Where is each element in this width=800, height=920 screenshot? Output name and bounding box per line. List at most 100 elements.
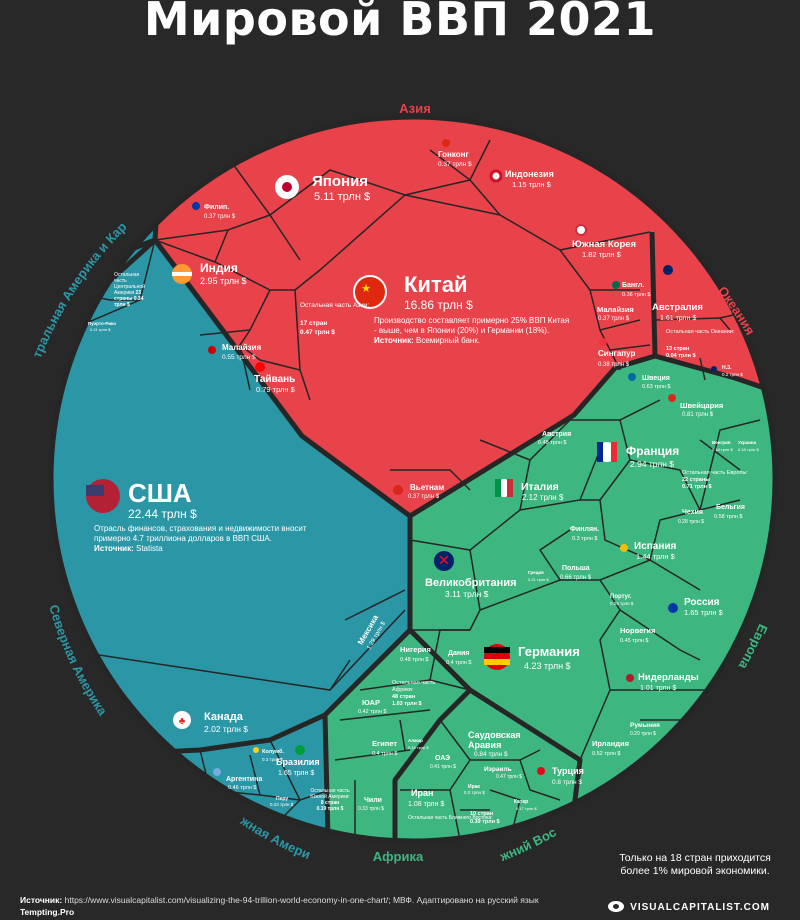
cell-spain: Испания 1.44 трлн $ bbox=[620, 541, 677, 561]
svg-text:0.45 трлн $: 0.45 трлн $ bbox=[620, 638, 648, 644]
outer-ring bbox=[48, 114, 778, 844]
footer-source: Источник: https://www.visualcapitalist.c… bbox=[20, 895, 539, 917]
svg-text:Остальная часть Азии:: Остальная часть Азии: bbox=[300, 302, 370, 309]
cell-bangladesh: Бангл. 0.36 трлн $ bbox=[612, 281, 650, 298]
svg-text:Сингапур: Сингапур bbox=[598, 349, 635, 358]
cell-hungary: Венгрия 0.18 трлн $ bbox=[712, 440, 733, 452]
cell-vietnam: Вьетнам 0.37 трлн $ bbox=[393, 483, 444, 500]
svg-text:Перу: Перу bbox=[276, 796, 288, 802]
cell-colombia: Колумб. 0.3 трлн $ bbox=[253, 747, 284, 762]
cell-germany: Германия 4.23 трлн $ bbox=[484, 644, 580, 671]
svg-text:0.16 трлн $: 0.16 трлн $ bbox=[408, 745, 429, 750]
svg-text:0.25 трлн $: 0.25 трлн $ bbox=[610, 601, 634, 606]
svg-text:✕: ✕ bbox=[438, 552, 450, 568]
svg-text:Малайзия: Малайзия bbox=[222, 343, 262, 352]
cell-malaysia-left: Малайзия 0.55 трлн $ bbox=[208, 343, 262, 361]
cell-netherlands: Нидерланды 1.01 трлн $ bbox=[626, 672, 699, 692]
svg-text:0.3 трлн $: 0.3 трлн $ bbox=[262, 757, 283, 762]
svg-text:Швеция: Швеция bbox=[642, 375, 670, 382]
cell-rest-asia: Остальная часть Азии: 17 стран 0.47 трлн… bbox=[300, 302, 370, 336]
cell-hongkong: Гонконг 0.37 трлн $ bbox=[438, 139, 472, 168]
svg-text:0.29 трлн $: 0.29 трлн $ bbox=[630, 731, 656, 737]
brand-link[interactable]: VISUALCAPITALIST.COM bbox=[630, 902, 770, 913]
svg-text:Австрия: Австрия bbox=[542, 431, 571, 438]
cell-iraq: Ирак 0.2 трлн $ bbox=[464, 784, 485, 795]
india-value: 2.95 трлн $ bbox=[200, 276, 247, 286]
svg-text:0.52 трлн $: 0.52 трлн $ bbox=[592, 751, 620, 757]
svg-text:0.66 трлн $: 0.66 трлн $ bbox=[560, 575, 592, 581]
china-source: Всемирный банк. bbox=[416, 336, 481, 345]
cell-romania: Румыния 0.29 трлн $ bbox=[630, 722, 660, 737]
svg-text:Италия: Италия bbox=[521, 481, 559, 493]
china-flag-icon bbox=[353, 275, 387, 309]
svg-text:Великобритания: Великобритания bbox=[425, 577, 517, 589]
svg-text:Норвегия: Норвегия bbox=[620, 626, 655, 635]
cell-australia: Австралия 1.61 трлн $ bbox=[652, 265, 703, 322]
svg-text:Израиль: Израиль bbox=[484, 766, 512, 773]
cell-argentina: Аргентина 0.46 трлн $ bbox=[213, 768, 262, 791]
svg-text:10 стран: 10 стран bbox=[470, 811, 493, 817]
svg-text:0.11 трлн $: 0.11 трлн $ bbox=[90, 327, 111, 332]
svg-text:Дания: Дания bbox=[448, 650, 470, 657]
svg-text:Испания: Испания bbox=[634, 541, 677, 552]
svg-text:0.28 трлн $: 0.28 трлн $ bbox=[678, 519, 704, 525]
cell-india: Индия 2.95 трлн $ bbox=[172, 261, 247, 286]
svg-text:Малайзия: Малайзия bbox=[597, 305, 634, 314]
svg-text:0.48 трлн $: 0.48 трлн $ bbox=[400, 657, 428, 663]
svg-text:0.18 трлн $: 0.18 трлн $ bbox=[712, 447, 733, 452]
cell-norway: Норвегия 0.45 трлн $ bbox=[620, 626, 655, 644]
svg-text:0.46 трлн $: 0.46 трлн $ bbox=[228, 785, 256, 791]
svg-text:Канада: Канада bbox=[204, 711, 244, 723]
cell-france: Франция 2.94 трлн $ bbox=[597, 442, 679, 469]
svg-text:Филип.: Филип. bbox=[204, 204, 229, 211]
cell-russia: Россия 1.65 трлн $ bbox=[668, 597, 724, 617]
svg-text:Н.З.: Н.З. bbox=[722, 365, 732, 371]
svg-text:0.81 трлн $: 0.81 трлн $ bbox=[682, 412, 714, 418]
svg-text:Бангл.: Бангл. bbox=[622, 282, 644, 289]
svg-text:0.41 трлн $: 0.41 трлн $ bbox=[430, 764, 456, 770]
svg-text:1.65 трлн $: 1.65 трлн $ bbox=[684, 608, 724, 617]
cell-usa: США 22.44 трлн $ Отрасль финансов, страх… bbox=[86, 478, 307, 553]
svg-text:♣: ♣ bbox=[179, 716, 186, 727]
cell-egypt: Египет 0.4 трлн $ bbox=[372, 739, 397, 757]
svg-text:1.82 трлн $: 1.82 трлн $ bbox=[582, 250, 622, 259]
china-note: Производство составляет примерно 25% ВВП… bbox=[374, 316, 569, 345]
cell-czech: Чехия 0.28 трлн $ bbox=[678, 509, 704, 525]
cell-turkey: Турция 0.8 трлн $ bbox=[537, 766, 584, 786]
cell-taiwan: Тайвань 0.79 трлн $ bbox=[254, 362, 296, 394]
cell-portugal: Португ. 0.25 трлн $ bbox=[610, 594, 634, 606]
svg-text:0.8 трлн $: 0.8 трлн $ bbox=[552, 779, 582, 786]
cell-ukraine: Украина 0.18 трлн $ bbox=[738, 440, 759, 452]
svg-text:1.44 трлн $: 1.44 трлн $ bbox=[636, 552, 676, 561]
svg-text:Нигерия: Нигерия bbox=[400, 645, 431, 654]
svg-text:Алжир: Алжир bbox=[408, 738, 423, 743]
svg-text:0.2 трлн $: 0.2 трлн $ bbox=[464, 790, 485, 795]
svg-text:0.17 трлн $: 0.17 трлн $ bbox=[516, 806, 537, 811]
svg-text:Ирландия: Ирландия bbox=[592, 739, 629, 748]
cell-puerto-rico: Пуэрто-Рико 0.11 трлн $ bbox=[88, 321, 116, 332]
svg-text:ЮАР: ЮАР bbox=[362, 698, 380, 707]
svg-text:Финлян.: Финлян. bbox=[570, 526, 599, 533]
svg-text:1.61 трлн $: 1.61 трлн $ bbox=[660, 315, 696, 322]
svg-text:2.12 трлн $: 2.12 трлн $ bbox=[522, 493, 564, 502]
svg-text:0.3 трлн $: 0.3 трлн $ bbox=[572, 536, 597, 542]
svg-text:1.65 трлн $: 1.65 трлн $ bbox=[278, 770, 314, 777]
cell-switzerland: Швейцария 0.81 трлн $ bbox=[668, 394, 723, 418]
cell-singapore: Сингапур 0.38 трлн $ bbox=[598, 338, 635, 368]
svg-text:Румыния: Румыния bbox=[630, 722, 660, 729]
svg-text:0.47 трлн $: 0.47 трлн $ bbox=[300, 329, 335, 336]
svg-text:Египет: Египет bbox=[372, 739, 397, 748]
svg-text:0.47 трлн $: 0.47 трлн $ bbox=[496, 774, 522, 780]
svg-text:4.23 трлн $: 4.23 трлн $ bbox=[524, 661, 571, 671]
cell-finland: Финлян. 0.3 трлн $ bbox=[570, 526, 599, 542]
svg-text:17 стран: 17 стран bbox=[300, 320, 327, 327]
cell-rest-oceania: Остальная часть Океании: 13 стран 0.04 т… bbox=[666, 329, 735, 359]
svg-text:0.37 трлн $: 0.37 трлн $ bbox=[598, 316, 630, 322]
svg-text:Вьетнам: Вьетнам bbox=[410, 483, 444, 492]
svg-text:0.37 трлн $: 0.37 трлн $ bbox=[408, 494, 440, 500]
star-icon: ★ bbox=[361, 283, 371, 295]
svg-text:Португ.: Португ. bbox=[610, 594, 632, 600]
svg-text:Россия: Россия bbox=[684, 597, 720, 608]
svg-text:0.21 трлн $: 0.21 трлн $ bbox=[528, 577, 549, 582]
cell-japan: Япония 5.11 трлн $ bbox=[275, 173, 370, 203]
